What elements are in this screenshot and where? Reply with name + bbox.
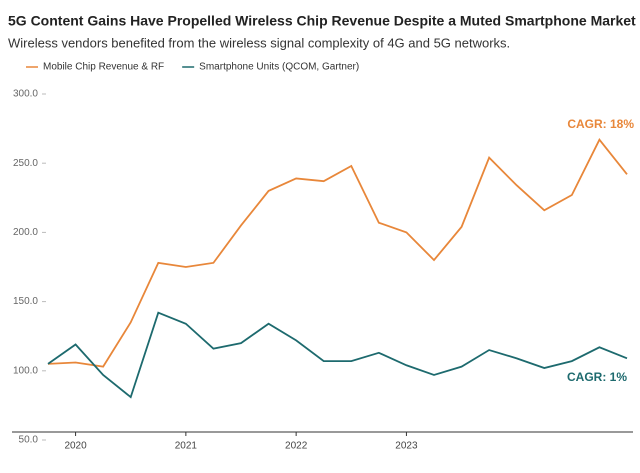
series-line	[47, 138, 628, 368]
annotation: CAGR: 18%	[567, 117, 634, 131]
legend-label: Smartphone Units (QCOM, Gartner)	[199, 62, 359, 73]
annotation: CAGR: 1%	[567, 370, 627, 384]
y-tick-label: 250.0	[13, 158, 38, 169]
x-tick-label: 2021	[175, 441, 198, 452]
x-tick-label: 2023	[395, 441, 418, 452]
x-tick-label: 2022	[285, 441, 308, 452]
y-tick-label: 150.0	[13, 296, 38, 307]
y-tick-label: 200.0	[13, 227, 38, 238]
legend-label: Mobile Chip Revenue & RF	[43, 62, 164, 73]
chart-title: 5G Content Gains Have Propelled Wireless…	[8, 13, 636, 29]
chart-subtitle: Wireless vendors benefited from the wire…	[8, 35, 510, 50]
series-line	[47, 311, 628, 399]
y-tick-label: 50.0	[19, 435, 39, 446]
x-tick-label: 2020	[64, 441, 87, 452]
y-tick-label: 100.0	[13, 365, 38, 376]
y-tick-label: 300.0	[13, 89, 38, 100]
